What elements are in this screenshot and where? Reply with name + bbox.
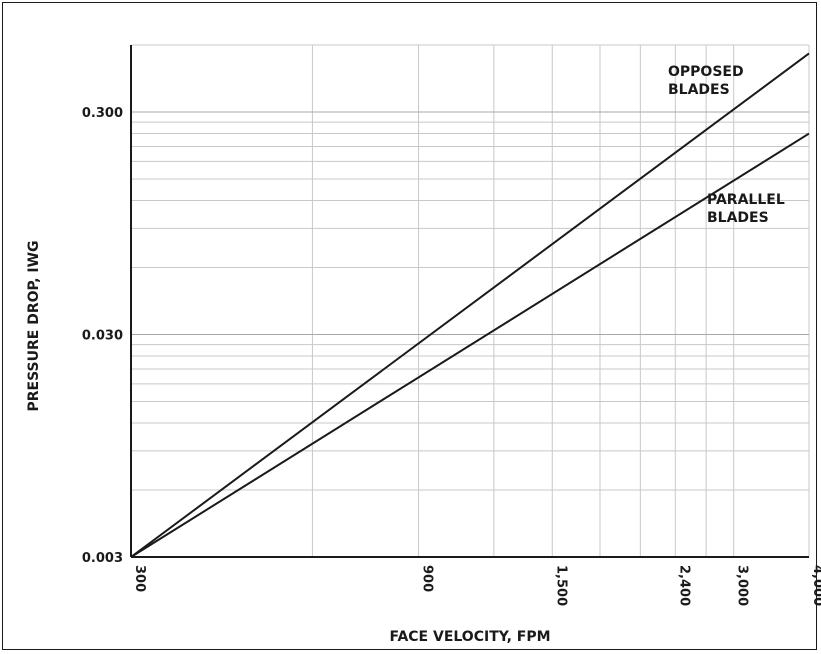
series-line xyxy=(130,52,810,558)
series-labels: OPPOSED BLADES PARALLEL BLADES xyxy=(668,64,785,226)
series-label-line: BLADES xyxy=(707,210,769,226)
y-tick-label: 0.030 xyxy=(82,328,123,343)
series-line xyxy=(130,132,810,558)
y-gridlines xyxy=(131,44,809,491)
x-tick-label: 2,400 xyxy=(676,565,691,606)
y-tick-label: 0.003 xyxy=(82,551,123,566)
x-tick-label: 3,000 xyxy=(735,565,750,606)
series-label-line: BLADES xyxy=(668,82,730,98)
series-label: PARALLEL BLADES xyxy=(707,192,785,226)
series-label-line: OPPOSED xyxy=(668,64,744,80)
series-lines xyxy=(130,52,810,558)
y-tick-label: 0.300 xyxy=(82,106,123,121)
axes xyxy=(130,45,809,558)
x-axis-label: FACE VELOCITY, FPM xyxy=(389,629,550,645)
x-tick-label: 4,000 xyxy=(810,565,821,606)
series-label: OPPOSED BLADES xyxy=(668,64,744,98)
y-axis-label: PRESSURE DROP, IWG xyxy=(26,240,42,411)
x-tick-labels: 300 900 1,500 2,400 3,000 4,000 xyxy=(132,565,821,606)
x-tick-label: 900 xyxy=(420,565,435,592)
x-tick-label: 1,500 xyxy=(553,565,568,606)
y-tick-labels: 0.003 0.030 0.300 xyxy=(82,106,123,566)
x-tick-label: 300 xyxy=(132,565,147,592)
series-label-line: PARALLEL xyxy=(707,192,785,208)
